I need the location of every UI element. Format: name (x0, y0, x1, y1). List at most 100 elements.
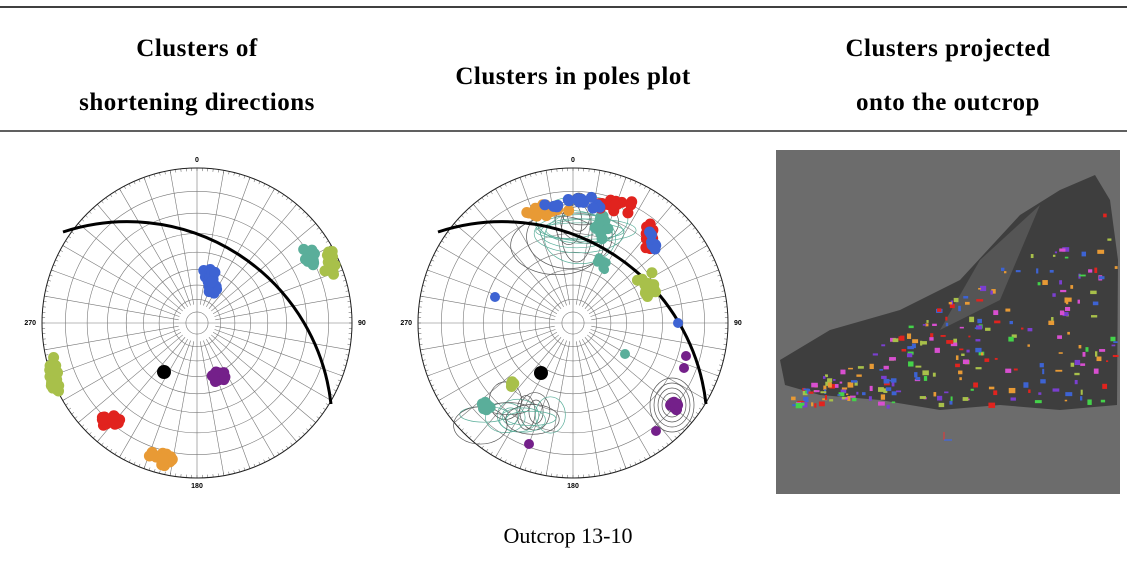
point (218, 367, 230, 379)
net-tick (425, 274, 429, 277)
column-header: Clusters projected (845, 35, 1050, 62)
net-tick (286, 197, 289, 201)
net-tick (713, 264, 717, 267)
fracture-patch (891, 391, 897, 396)
net-tick (695, 412, 699, 415)
net-tick (423, 280, 427, 282)
net-tick (148, 175, 151, 179)
fracture-patch (907, 346, 914, 350)
net-tick (345, 290, 349, 292)
point (539, 199, 551, 211)
net-tick (49, 274, 53, 277)
net-tick (101, 442, 104, 446)
fracture-patch (921, 341, 927, 345)
fracture-patch (1027, 344, 1030, 347)
net-tick (169, 170, 171, 174)
fracture-patch (950, 396, 953, 401)
point (490, 292, 500, 302)
net-radial (44, 325, 179, 351)
fracture-patch (1048, 320, 1055, 326)
fracture-patch (1065, 297, 1072, 302)
fracture-patch (948, 301, 952, 305)
fracture-patch (881, 375, 887, 380)
net-tick (89, 211, 92, 214)
net-tick (343, 364, 347, 366)
net-tick (44, 295, 48, 297)
net-tick (721, 354, 725, 356)
fracture-patch (1078, 345, 1082, 349)
fracture-patch (1051, 317, 1054, 321)
net-tick (720, 359, 724, 361)
net-tick (286, 445, 289, 449)
net-tick (143, 177, 146, 181)
net-tick (89, 432, 92, 435)
column-header: Clusters of (136, 35, 258, 62)
fracture-patch (1054, 251, 1058, 254)
fracture-patch (953, 297, 959, 303)
fracture-patch (1091, 315, 1098, 318)
net-radial (438, 332, 558, 401)
net-radial (44, 295, 179, 321)
fracture-patch (1080, 396, 1083, 401)
net-tick (509, 181, 512, 185)
net-tick (128, 183, 131, 187)
fracture-patch (833, 379, 836, 381)
net-radial (206, 338, 275, 458)
fracture-patch (1059, 280, 1063, 285)
net-tick (62, 245, 66, 248)
net-tick (721, 290, 725, 292)
pole-point (534, 366, 548, 380)
net-radial (119, 338, 188, 458)
point (631, 274, 643, 286)
fracture-patch (937, 308, 942, 312)
net-tick (322, 236, 326, 239)
fracture-patch (1057, 335, 1062, 339)
net-tick (243, 175, 246, 179)
net-tick (341, 369, 345, 372)
fracture-patch (1052, 293, 1056, 297)
fracture-patch (840, 389, 847, 394)
net-radial (427, 329, 556, 377)
net-tick (473, 439, 476, 442)
net-tick (701, 403, 705, 406)
fracture-patch (929, 337, 934, 341)
fracture-patch (1094, 267, 1098, 273)
fracture-patch (1040, 379, 1046, 384)
net-radial (119, 188, 188, 308)
net-radial (588, 332, 708, 401)
net-tick (272, 454, 275, 458)
fracture-patch (1064, 297, 1068, 303)
net-radial (51, 329, 180, 377)
net-tick (719, 364, 723, 366)
fracture-patch (1065, 300, 1069, 305)
net-tick (481, 197, 484, 201)
net-tick (720, 285, 724, 287)
point (319, 265, 331, 277)
net-tick (253, 179, 256, 183)
net-tick (698, 236, 702, 239)
point (620, 349, 630, 359)
great-circle (62, 220, 333, 405)
column-header: shortening directions (79, 89, 315, 116)
net-radial (78, 334, 183, 423)
net-tick (68, 407, 72, 410)
fracture-patch (955, 363, 960, 368)
net-tick (444, 407, 448, 410)
net-tick (447, 231, 451, 234)
fracture-patch (988, 402, 996, 408)
fracture-patch (1049, 269, 1054, 273)
net-tick (319, 412, 323, 415)
fracture-patch (837, 394, 841, 396)
net-tick (461, 215, 464, 218)
net-tick (248, 465, 251, 469)
point (609, 199, 621, 211)
net-tick (461, 428, 464, 431)
fracture-patch (839, 381, 843, 384)
fracture-patch (911, 343, 916, 349)
net-radial (473, 337, 562, 442)
net-radial (208, 204, 297, 309)
point (602, 223, 614, 235)
fracture-patch (1010, 397, 1016, 401)
net-tick (294, 204, 297, 207)
direction-label: 0 (195, 157, 199, 164)
